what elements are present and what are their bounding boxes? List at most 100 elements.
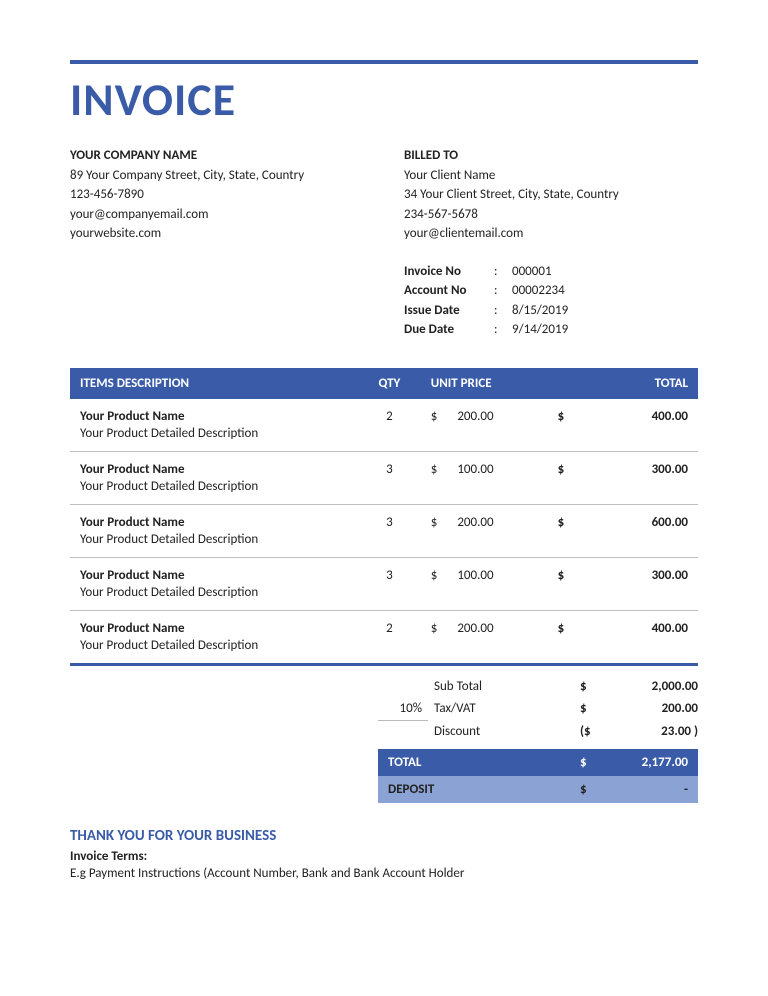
table-end-rule — [70, 663, 698, 666]
item-desc: Your Product Detailed Description — [70, 479, 698, 505]
item-total-curr: $ — [548, 610, 586, 638]
total-curr: $ — [580, 755, 608, 770]
billed-label: BILLED TO — [404, 146, 698, 166]
table-row: Your Product Name2$200.00$400.00 — [70, 610, 698, 638]
item-total: 300.00 — [585, 451, 698, 479]
table-row-desc: Your Product Detailed Description — [70, 426, 698, 452]
item-total: 600.00 — [585, 504, 698, 532]
meta-sep: : — [494, 320, 512, 340]
item-unit-price: 100.00 — [447, 557, 547, 585]
client-email: your@clientemail.com — [404, 224, 698, 244]
table-row: Your Product Name3$100.00$300.00 — [70, 557, 698, 585]
th-unit: UNIT PRICE — [421, 368, 548, 399]
due-date: 9/14/2019 — [512, 320, 568, 340]
table-row-desc: Your Product Detailed Description — [70, 532, 698, 558]
subtotal-label: Sub Total — [428, 676, 580, 698]
client-address: 34 Your Client Street, City, State, Coun… — [404, 185, 698, 205]
item-name: Your Product Name — [70, 557, 358, 585]
client-phone: 234-567-5678 — [404, 205, 698, 225]
item-unit-price: 200.00 — [447, 610, 547, 638]
invoice-meta: Invoice No : 000001 Account No : 0000223… — [404, 262, 698, 340]
billed-block: BILLED TO Your Client Name 34 Your Clien… — [404, 146, 698, 340]
item-unit-price: 200.00 — [447, 504, 547, 532]
discount-value: 23.00 ) — [608, 721, 698, 743]
meta-sep: : — [494, 281, 512, 301]
issue-date-label: Issue Date — [404, 301, 494, 321]
item-desc: Your Product Detailed Description — [70, 585, 698, 611]
total-row: TOTAL $ 2,177.00 — [378, 749, 698, 776]
invoice-no: 000001 — [512, 262, 552, 282]
deposit-value: - — [608, 782, 698, 797]
items-tbody: Your Product Name2$200.00$400.00Your Pro… — [70, 399, 698, 664]
item-total-curr: $ — [548, 399, 586, 426]
total-value: 2,177.00 — [608, 755, 698, 770]
th-total: TOTAL — [548, 368, 698, 399]
subtotal-value: 2,000.00 — [608, 676, 698, 698]
meta-sep: : — [494, 262, 512, 282]
company-email: your@companyemail.com — [70, 205, 364, 225]
discount-label: Discount — [428, 721, 580, 743]
tax-label: Tax/VAT — [428, 698, 580, 720]
company-phone: 123-456-7890 — [70, 185, 364, 205]
summary: Sub Total $ 2,000.00 10% Tax/VAT $ 200.0… — [70, 676, 698, 803]
table-row: Your Product Name3$200.00$600.00 — [70, 504, 698, 532]
item-total: 400.00 — [585, 610, 698, 638]
total-label: TOTAL — [378, 755, 580, 770]
table-row-desc: Your Product Detailed Description — [70, 479, 698, 505]
terms-text: E.g Payment Instructions (Account Number… — [70, 866, 698, 881]
item-unit-curr: $ — [421, 610, 448, 638]
invoice-no-label: Invoice No — [404, 262, 494, 282]
company-website: yourwebsite.com — [70, 224, 364, 244]
company-address: 89 Your Company Street, City, State, Cou… — [70, 166, 364, 186]
item-total-curr: $ — [548, 451, 586, 479]
item-qty: 3 — [358, 504, 421, 532]
subtotal-curr: $ — [580, 676, 608, 698]
item-unit-curr: $ — [421, 451, 448, 479]
deposit-label: DEPOSIT — [378, 782, 580, 797]
th-desc: ITEMS DESCRIPTION — [70, 368, 358, 399]
item-unit-curr: $ — [421, 399, 448, 426]
item-name: Your Product Name — [70, 451, 358, 479]
item-qty: 3 — [358, 557, 421, 585]
item-unit-curr: $ — [421, 504, 448, 532]
item-name: Your Product Name — [70, 610, 358, 638]
item-desc: Your Product Detailed Description — [70, 426, 698, 452]
item-desc: Your Product Detailed Description — [70, 638, 698, 664]
account-no-label: Account No — [404, 281, 494, 301]
client-name: Your Client Name — [404, 166, 698, 186]
item-total-curr: $ — [548, 504, 586, 532]
item-desc: Your Product Detailed Description — [70, 532, 698, 558]
th-qty: QTY — [358, 368, 421, 399]
tax-curr: $ — [580, 698, 608, 720]
invoice-title: INVOICE — [70, 72, 698, 128]
deposit-curr: $ — [580, 782, 608, 797]
item-unit-price: 200.00 — [447, 399, 547, 426]
company-block: YOUR COMPANY NAME 89 Your Company Street… — [70, 146, 364, 340]
table-row: Your Product Name3$100.00$300.00 — [70, 451, 698, 479]
terms-label: Invoice Terms: — [70, 849, 698, 864]
table-row: Your Product Name2$200.00$400.00 — [70, 399, 698, 426]
item-name: Your Product Name — [70, 399, 358, 426]
item-unit-curr: $ — [421, 557, 448, 585]
item-qty: 3 — [358, 451, 421, 479]
items-table: ITEMS DESCRIPTION QTY UNIT PRICE TOTAL Y… — [70, 368, 698, 664]
item-qty: 2 — [358, 399, 421, 426]
item-qty: 2 — [358, 610, 421, 638]
tax-pct: 10% — [378, 698, 428, 721]
thanks-message: THANK YOU FOR YOUR BUSINESS — [70, 827, 698, 845]
item-unit-price: 100.00 — [447, 451, 547, 479]
table-row-desc: Your Product Detailed Description — [70, 638, 698, 664]
account-no: 00002234 — [512, 281, 565, 301]
issue-date: 8/15/2019 — [512, 301, 568, 321]
item-name: Your Product Name — [70, 504, 358, 532]
tax-value: 200.00 — [608, 698, 698, 720]
due-date-label: Due Date — [404, 320, 494, 340]
top-rule — [70, 60, 698, 64]
item-total: 400.00 — [585, 399, 698, 426]
discount-curr: ($ — [580, 721, 608, 743]
item-total-curr: $ — [548, 557, 586, 585]
info-row: YOUR COMPANY NAME 89 Your Company Street… — [70, 146, 698, 340]
meta-sep: : — [494, 301, 512, 321]
item-total: 300.00 — [585, 557, 698, 585]
company-label: YOUR COMPANY NAME — [70, 146, 364, 166]
